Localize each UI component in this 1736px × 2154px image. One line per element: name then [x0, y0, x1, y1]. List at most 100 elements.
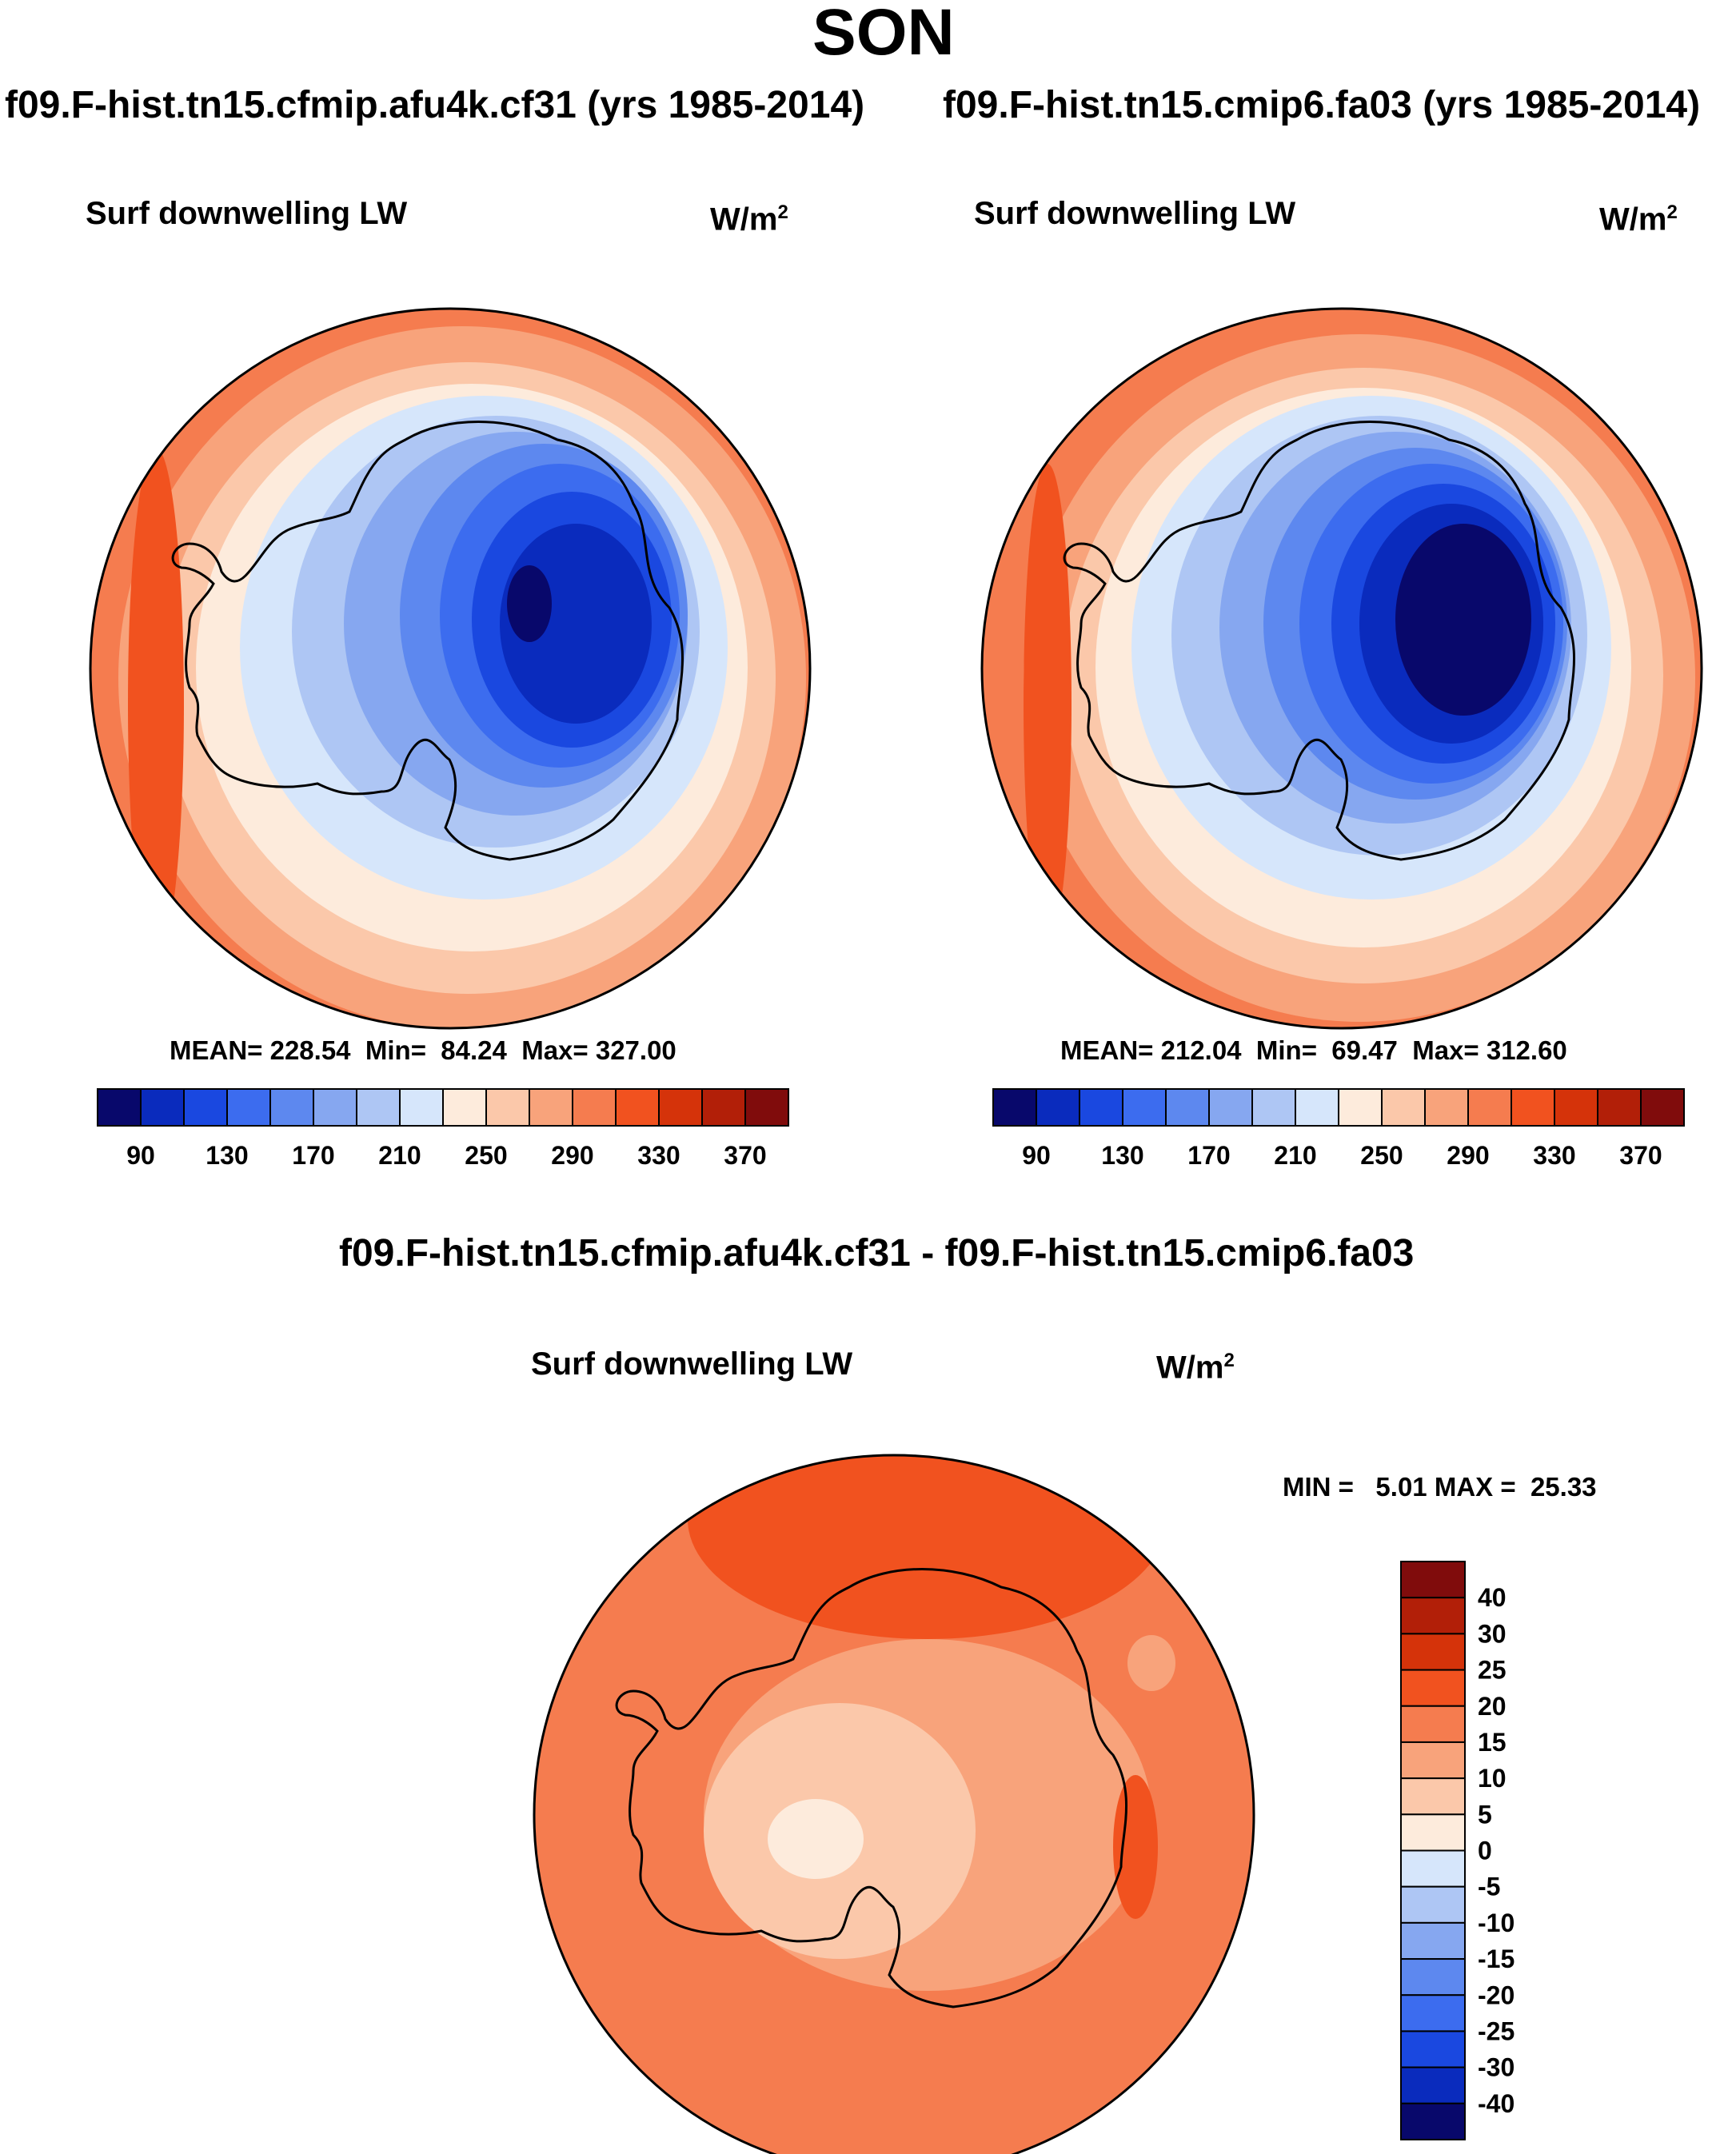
colorbar-swatch [1122, 1088, 1167, 1127]
colorbar-tick-label: 90 [1022, 1141, 1051, 1170]
colorbar-tick-label: 250 [1360, 1141, 1403, 1170]
colorbar-tick-label: 40 [1478, 1583, 1507, 1612]
colorbar-tick-label: 10 [1478, 1764, 1507, 1793]
colorbar-tick-label: 210 [1274, 1141, 1316, 1170]
colorbar-swatch [1036, 1088, 1080, 1127]
colorbar-panel-1: 90 130 170 210 250 290 330 370 [97, 1088, 789, 1170]
colorbar-swatch [313, 1088, 357, 1127]
colorbar-swatch [140, 1088, 185, 1127]
colorbar-swatch [1400, 2102, 1466, 2140]
panel-1-units: W/m2 [710, 201, 788, 237]
colorbar-swatch [1424, 1088, 1469, 1127]
colorbar-swatch [1400, 1597, 1466, 1635]
colorbar-tick-label: 130 [206, 1141, 248, 1170]
panel-3-heading: f09.F-hist.tn15.cfmip.afu4k.cf31 - f09.F… [339, 1232, 1415, 1274]
colorbar-tick-label: 210 [378, 1141, 421, 1170]
colorbar-swatch [572, 1088, 617, 1127]
colorbar-tick-label: -25 [1478, 2016, 1515, 2045]
colorbar-tick-label: -20 [1478, 1980, 1515, 2009]
colorbar-tick-label: 170 [1187, 1141, 1230, 1170]
panel-3-units: W/m2 [1156, 1350, 1235, 1386]
colorbar-swatch [1640, 1088, 1685, 1127]
colorbar-tick-label: -5 [1478, 1873, 1500, 1901]
map-contour [768, 1799, 864, 1879]
map-contour [1113, 1775, 1158, 1919]
units-base: W/m [1599, 201, 1667, 237]
panel-2-heading: f09.F-hist.tn15.cmip6.fa03 (yrs 1985-201… [943, 84, 1701, 126]
colorbar-swatch [1554, 1088, 1598, 1127]
panel-1-variable-label: Surf downwelling LW [86, 196, 408, 231]
colorbar-swatch [485, 1088, 530, 1127]
colorbar-tick-label: 0 [1478, 1837, 1492, 1865]
figure-title: SON [812, 0, 955, 69]
map-contour [128, 448, 184, 959]
colorbar-swatch [1467, 1088, 1512, 1127]
colorbar-panel-2: 90 130 170 210 250 290 330 370 [992, 1088, 1685, 1170]
colorbar-tick-label: -15 [1478, 1945, 1515, 1973]
colorbar-swatch [1208, 1088, 1253, 1127]
map-contour [1127, 1635, 1175, 1691]
map-contour [1395, 524, 1531, 716]
map-contour [1024, 464, 1072, 943]
colorbar-swatch [356, 1088, 401, 1127]
colorbar-tick-label: 130 [1101, 1141, 1143, 1170]
colorbar-tick-label: 90 [126, 1141, 155, 1170]
colorbar-swatch [226, 1088, 271, 1127]
colorbar-tick-label: 170 [292, 1141, 334, 1170]
colorbar-diff: 40 30 25 20 15 10 5 0 -5 -10 -15 -20 -25 -30 -40 [1400, 1561, 1515, 2140]
colorbar-swatch [1165, 1088, 1210, 1127]
colorbar-tick-label: 330 [637, 1141, 680, 1170]
colorbar-tick-label: -40 [1478, 2089, 1515, 2118]
units-base: W/m [1156, 1350, 1224, 1386]
colorbar-swatch [1400, 1994, 1466, 2032]
colorbar-swatch [658, 1088, 703, 1127]
colorbar-swatch [1400, 2066, 1466, 2104]
colorbar-tick-label: -10 [1478, 1909, 1515, 1937]
colorbar-tick-label: 15 [1478, 1728, 1507, 1757]
colorbar-tick-label: 290 [551, 1141, 593, 1170]
colorbar-swatch [1400, 1561, 1466, 1599]
colorbar-tick-label: 20 [1478, 1692, 1507, 1721]
map-border [980, 307, 1703, 1030]
colorbar-swatch [1400, 1633, 1466, 1671]
colorbar-tick-label: 290 [1447, 1141, 1489, 1170]
colorbar-swatch [97, 1088, 142, 1127]
units-exponent: 2 [1223, 1350, 1235, 1371]
panel-2-variable-label: Surf downwelling LW [974, 196, 1296, 231]
map-panel-3 [534, 1455, 1254, 2154]
panel-1-stats: MEAN= 228.54 Min= 84.24 Max= 327.00 [170, 1035, 676, 1065]
map-border [533, 1454, 1255, 2154]
colorbar-swatch [701, 1088, 746, 1127]
colorbar-swatch [399, 1088, 444, 1127]
colorbar-swatch [1400, 1741, 1466, 1780]
colorbar-swatch [1400, 1777, 1466, 1816]
colorbar-swatch [1381, 1088, 1426, 1127]
colorbar-swatch [744, 1088, 789, 1127]
colorbar-tick-label: 5 [1478, 1800, 1492, 1829]
map-contour [507, 565, 552, 642]
colorbar-tick-label: 370 [724, 1141, 766, 1170]
colorbar-tick-label: 30 [1478, 1619, 1507, 1648]
colorbar-swatch [1400, 1669, 1466, 1707]
units-base: W/m [710, 201, 778, 237]
units-exponent: 2 [777, 201, 788, 223]
units-exponent: 2 [1666, 201, 1678, 223]
colorbar-swatch [1400, 1958, 1466, 1996]
panel-2-units: W/m2 [1599, 201, 1678, 237]
colorbar-swatch [442, 1088, 487, 1127]
colorbar-swatch [1400, 2030, 1466, 2068]
colorbar-swatch [183, 1088, 228, 1127]
colorbar-swatch [1400, 1921, 1466, 1961]
colorbar-tick-label: -30 [1478, 2053, 1515, 2082]
map-panel-1 [90, 309, 810, 1028]
colorbar-swatch [1338, 1088, 1383, 1127]
colorbar-swatch [529, 1088, 573, 1127]
colorbar-tick-label: 370 [1619, 1141, 1662, 1170]
colorbar-tick-label: 250 [465, 1141, 507, 1170]
panel-1-heading: f09.F-hist.tn15.cfmip.afu4k.cf31 (yrs 19… [5, 84, 865, 126]
colorbar-swatch [1511, 1088, 1555, 1127]
colorbar-swatch [615, 1088, 660, 1127]
colorbar-tick-label: 25 [1478, 1656, 1507, 1685]
panel-3-variable-label: Surf downwelling LW [531, 1346, 853, 1382]
